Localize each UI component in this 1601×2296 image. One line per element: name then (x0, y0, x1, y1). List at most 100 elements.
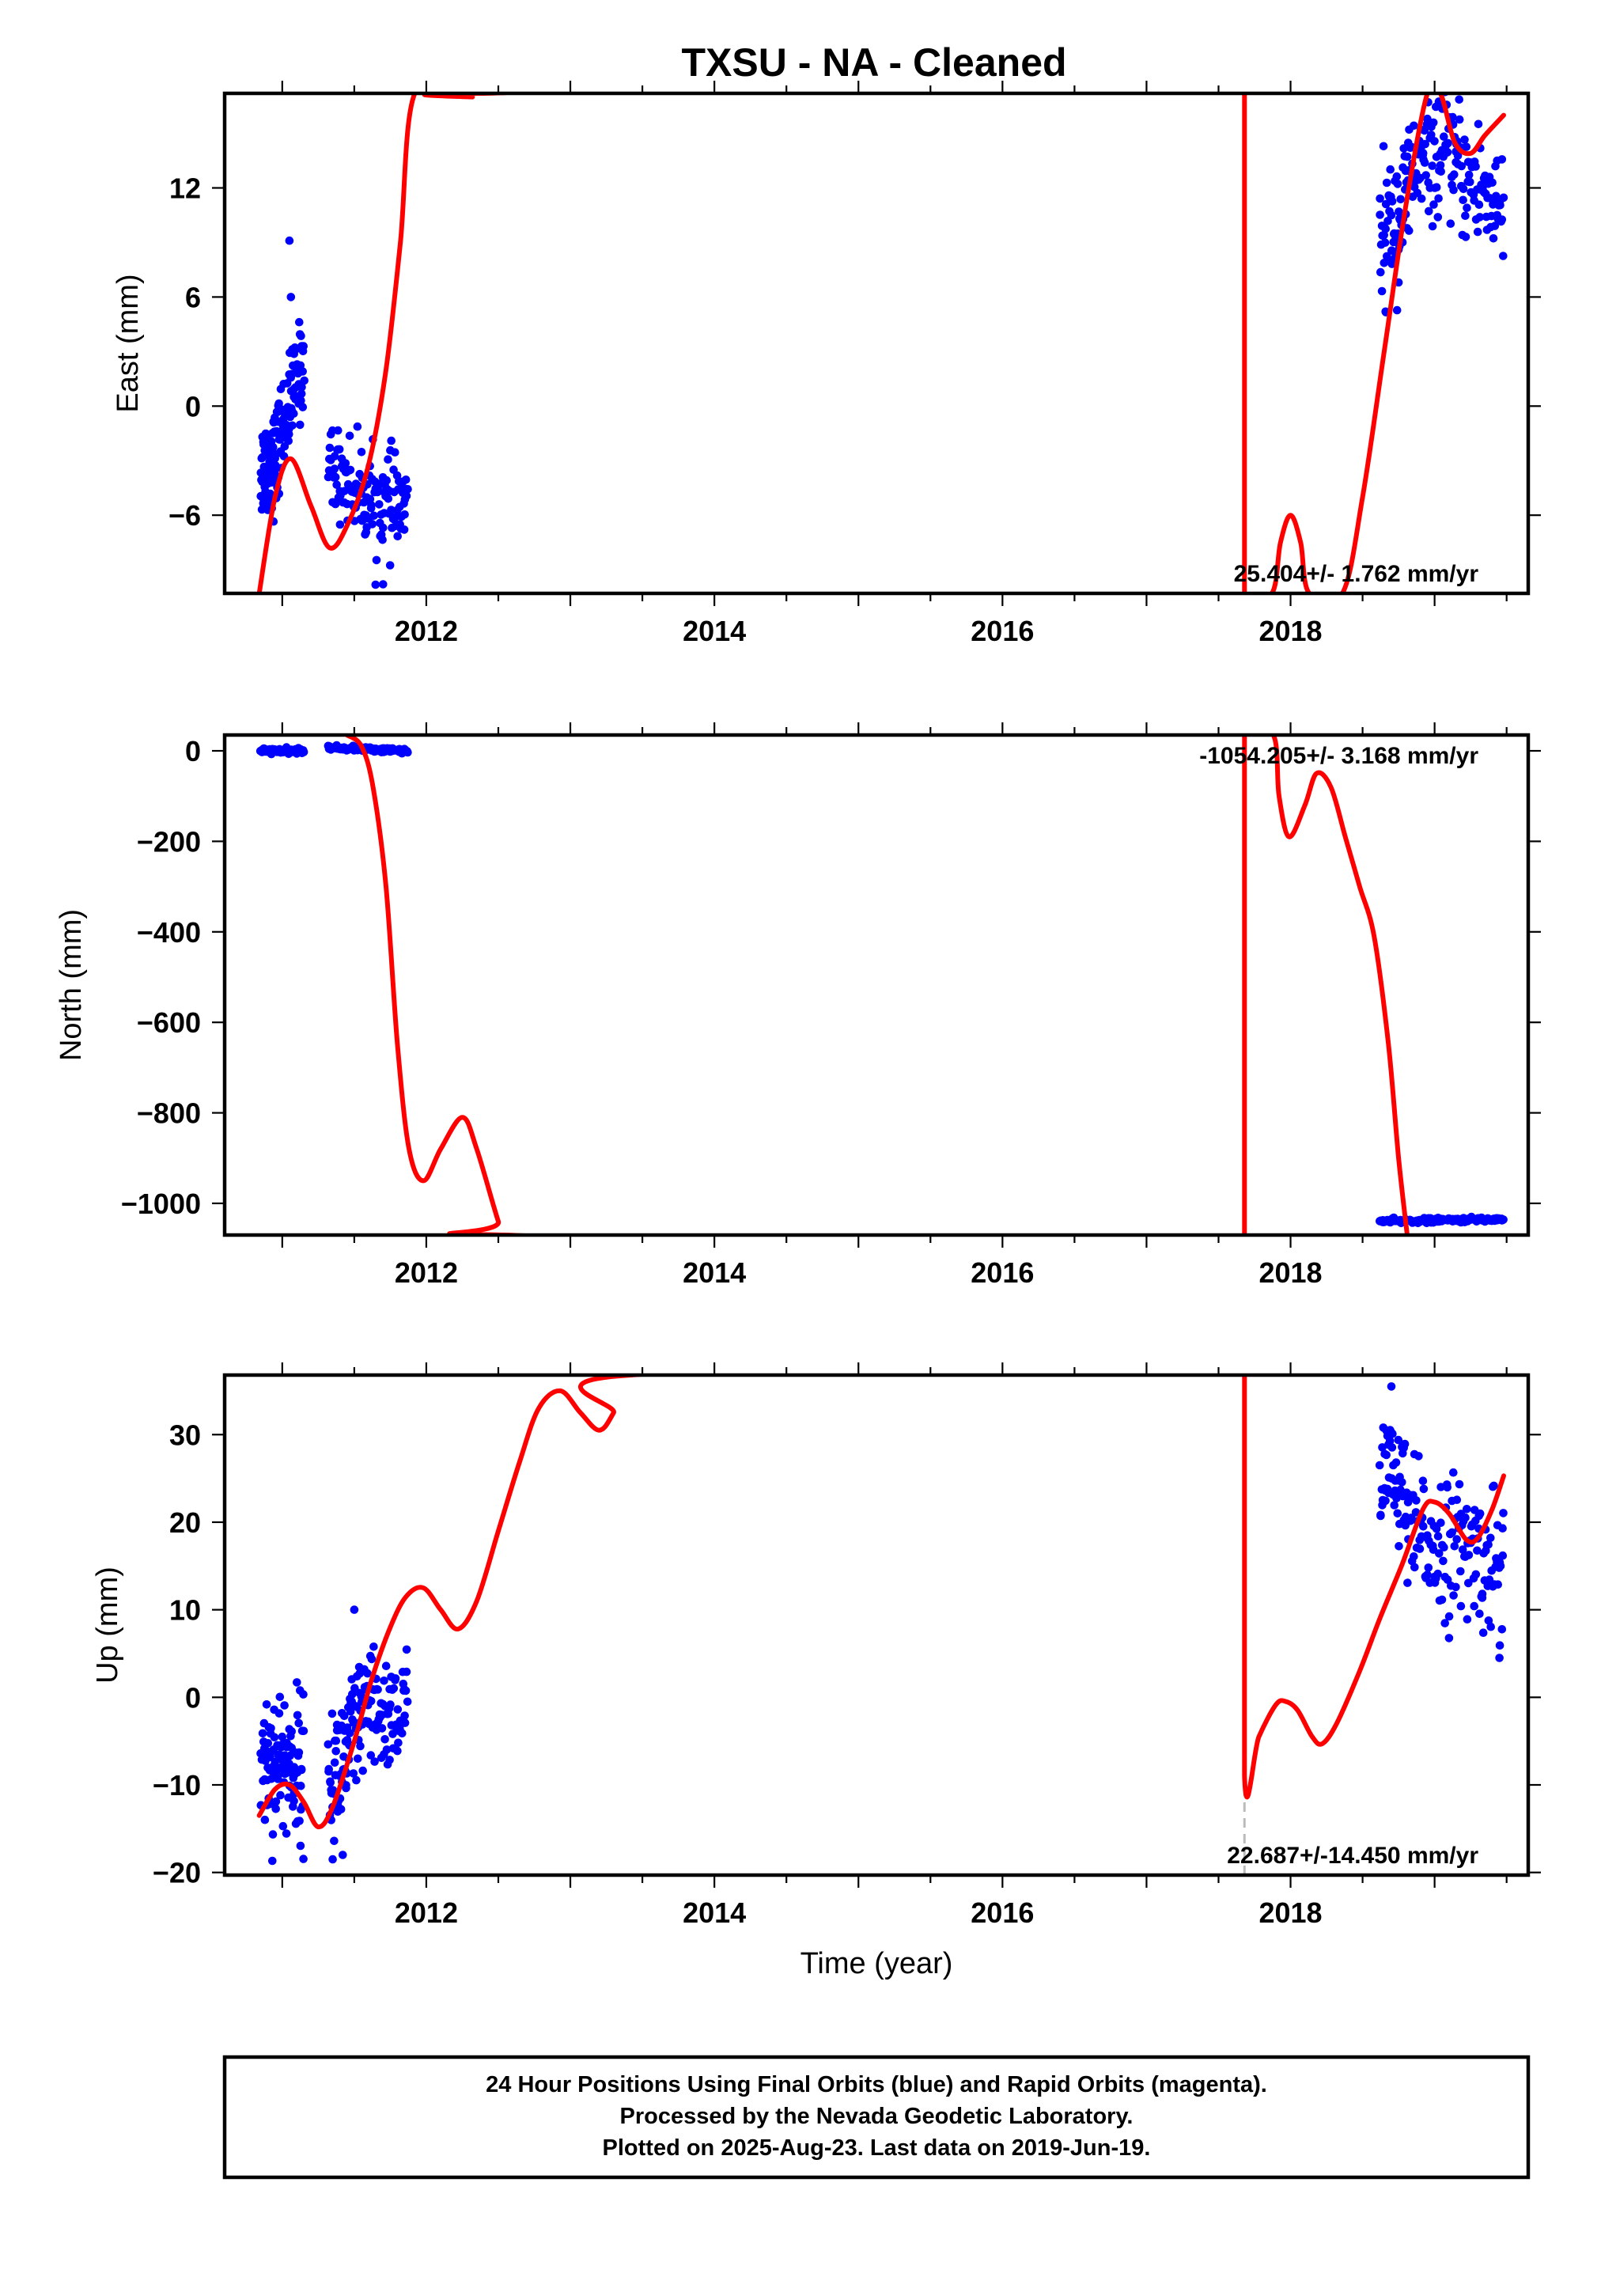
east-data-point (1436, 167, 1445, 176)
east-data-point (335, 520, 345, 529)
east-data-point (1462, 142, 1471, 151)
east-data-point (367, 501, 376, 510)
east-data-point (1436, 161, 1445, 170)
up-data-point (287, 1727, 297, 1736)
up-data-point (270, 1733, 279, 1742)
up-data-point (1433, 1569, 1442, 1578)
up-data-point (299, 1690, 308, 1699)
up-data-point (262, 1700, 271, 1709)
north-ytick-label: 0 (185, 735, 201, 767)
up-data-point (1382, 1450, 1391, 1460)
up-data-point (382, 1745, 392, 1754)
up-data-point (345, 1729, 354, 1737)
up-data-point (1449, 1591, 1458, 1600)
east-data-point (1448, 112, 1457, 122)
up-data-point (385, 1756, 394, 1764)
up-data-point (363, 1669, 372, 1678)
east-data-point (1410, 121, 1418, 131)
up-data-point (297, 1765, 306, 1775)
up-data-point (299, 1726, 308, 1736)
up-data-point (278, 1821, 288, 1831)
east-data-point (1381, 199, 1391, 209)
up-data-point (1400, 1439, 1410, 1449)
east-data-point (375, 500, 384, 509)
east-data-point (1381, 224, 1390, 233)
up-data-point (1455, 1480, 1464, 1489)
east-data-point (1395, 207, 1403, 216)
east-data-point (290, 409, 298, 418)
north-data-point (299, 748, 308, 756)
east-data-point (296, 420, 305, 430)
up-data-point (1387, 1382, 1396, 1391)
up-data-point (276, 1790, 285, 1800)
east-data-point (1386, 165, 1395, 174)
east-data-point (387, 506, 396, 514)
east-xtick-label: 2018 (1258, 615, 1322, 647)
east-data-point (365, 494, 375, 503)
up-data-point (1464, 1551, 1474, 1559)
up-data-point (1461, 1513, 1470, 1522)
up-data-point (1435, 1549, 1444, 1558)
east-data-point (1474, 119, 1483, 129)
east-data-point (1474, 200, 1484, 209)
east-data-point (297, 332, 305, 340)
east-data-point (1413, 188, 1422, 198)
up-data-point (280, 1701, 289, 1710)
up-data-point (1496, 1561, 1505, 1570)
east-data-point (1464, 170, 1474, 180)
up-data-point (1452, 1495, 1462, 1504)
north-data-point (1499, 1215, 1508, 1224)
up-data-point (1391, 1458, 1401, 1467)
up-ytick-label: −20 (153, 1857, 201, 1889)
up-plot-frame (222, 1373, 1531, 1877)
up-data-point (271, 1757, 280, 1767)
up-data-point (1450, 1542, 1459, 1551)
east-data-point (332, 480, 342, 489)
up-data-point (1452, 1535, 1461, 1544)
up-data-point (294, 1748, 304, 1757)
up-data-point (295, 1817, 304, 1825)
up-data-point (1419, 1484, 1429, 1494)
up-data-point (290, 1797, 298, 1805)
up-data-point (1463, 1615, 1472, 1623)
east-data-point (298, 403, 308, 411)
up-data-point (336, 1805, 346, 1814)
east-data-point (382, 475, 392, 485)
north-axis-ticks: 2012 2014 2016 2018 −1000 −800 −600 −400 −200 0 (121, 722, 1541, 1289)
up-xtick-label: 2014 (683, 1896, 746, 1929)
north-plot-frame (222, 733, 1531, 1237)
east-data-point (368, 520, 377, 529)
east-data-point (372, 555, 381, 565)
north-rate-label: -1054.205+/- 3.168 mm/yr (1199, 743, 1478, 769)
east-data-point (331, 472, 340, 482)
up-data-point (393, 1746, 402, 1756)
up-data-point (1376, 1511, 1385, 1521)
up-data-point (350, 1605, 359, 1614)
east-data-point (1497, 215, 1507, 224)
east-data-point (1427, 131, 1436, 139)
east-data-point (1473, 227, 1482, 237)
east-data-point (1376, 267, 1385, 277)
up-data-point (1395, 1542, 1403, 1551)
figure-title: TXSU - NA - Cleaned (681, 40, 1066, 85)
up-data-point (1478, 1628, 1488, 1637)
east-data-point (1492, 191, 1501, 201)
footer-line-1: 24 Hour Positions Using Final Orbits (bl… (486, 2072, 1267, 2097)
east-data-point (284, 437, 293, 445)
footer-frame (222, 2055, 1531, 2180)
east-data-point (1387, 246, 1396, 256)
up-ytick-label: 10 (169, 1594, 201, 1627)
up-data-point (324, 1740, 333, 1749)
east-data-point (1461, 233, 1470, 241)
up-data-point (1388, 1430, 1397, 1438)
up-data-point (339, 1851, 347, 1859)
up-data-point (326, 1778, 335, 1787)
up-data-point (282, 1829, 291, 1838)
east-data-point (1429, 200, 1438, 209)
east-data-point (298, 367, 308, 376)
up-data-point (1415, 1544, 1425, 1553)
east-data-point (1421, 139, 1429, 149)
up-data-point (268, 1830, 278, 1839)
up-data-point (1497, 1625, 1507, 1634)
up-ytick-label: 0 (185, 1681, 201, 1714)
